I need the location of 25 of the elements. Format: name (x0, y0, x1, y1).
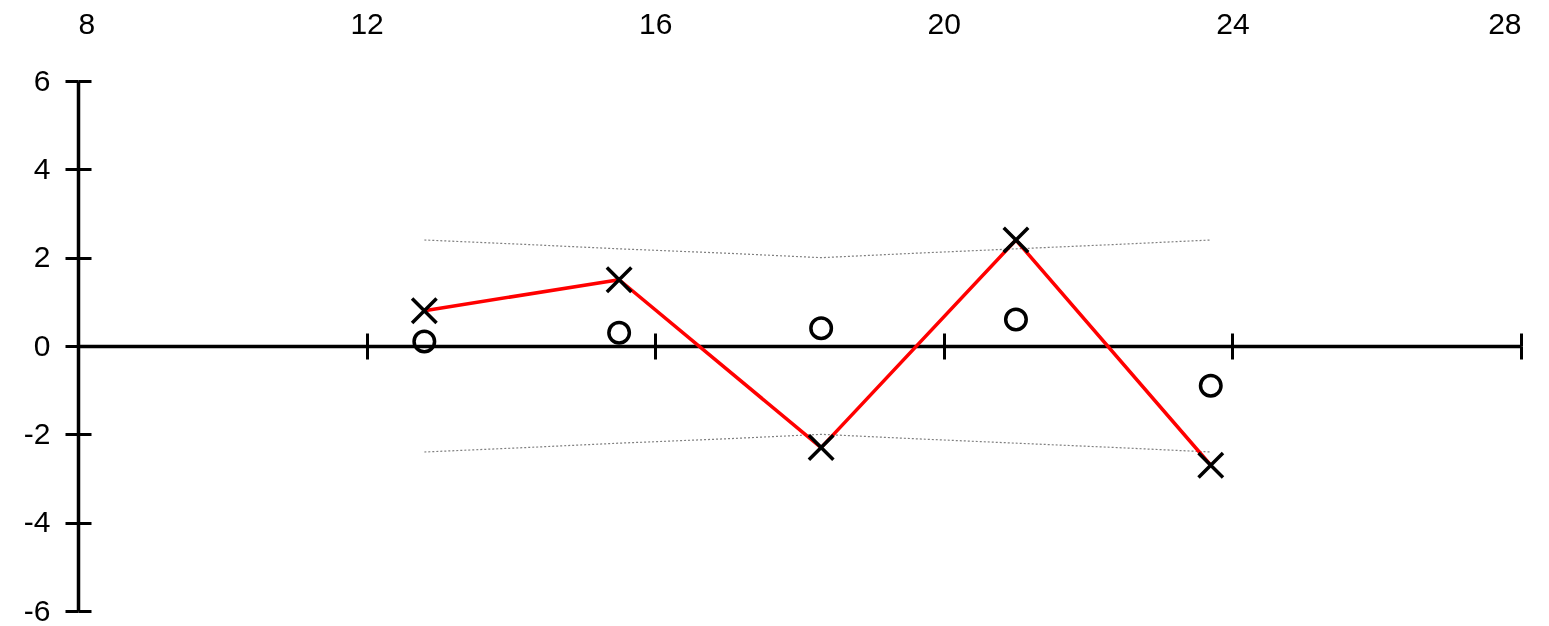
x-tick-label: 8 (78, 6, 96, 40)
point (1001, 226, 1030, 254)
point (1196, 451, 1225, 480)
y-tick-label: 2 (33, 240, 51, 274)
y-tick-label: -6 (23, 593, 51, 626)
point (807, 433, 836, 462)
line-series (423, 433, 1212, 453)
x-tick-label: 24 (1216, 6, 1250, 40)
y-tick-label: 0 (33, 328, 51, 362)
x-tick-label: 16 (639, 6, 673, 40)
line-series (423, 239, 1212, 259)
point (605, 265, 634, 294)
y-tick-label: -2 (23, 416, 51, 450)
y-tick-label: 4 (33, 151, 51, 185)
point (1003, 307, 1028, 332)
point (809, 316, 834, 341)
point (607, 320, 632, 345)
y-tick-label: 6 (33, 63, 51, 97)
x-tick-label: 20 (927, 6, 961, 40)
point (410, 296, 439, 325)
y-tick-label: -4 (23, 505, 51, 539)
point (1198, 373, 1223, 398)
x-tick-label: 28 (1488, 6, 1522, 40)
x-tick-label: 12 (350, 6, 384, 40)
point (412, 329, 437, 354)
